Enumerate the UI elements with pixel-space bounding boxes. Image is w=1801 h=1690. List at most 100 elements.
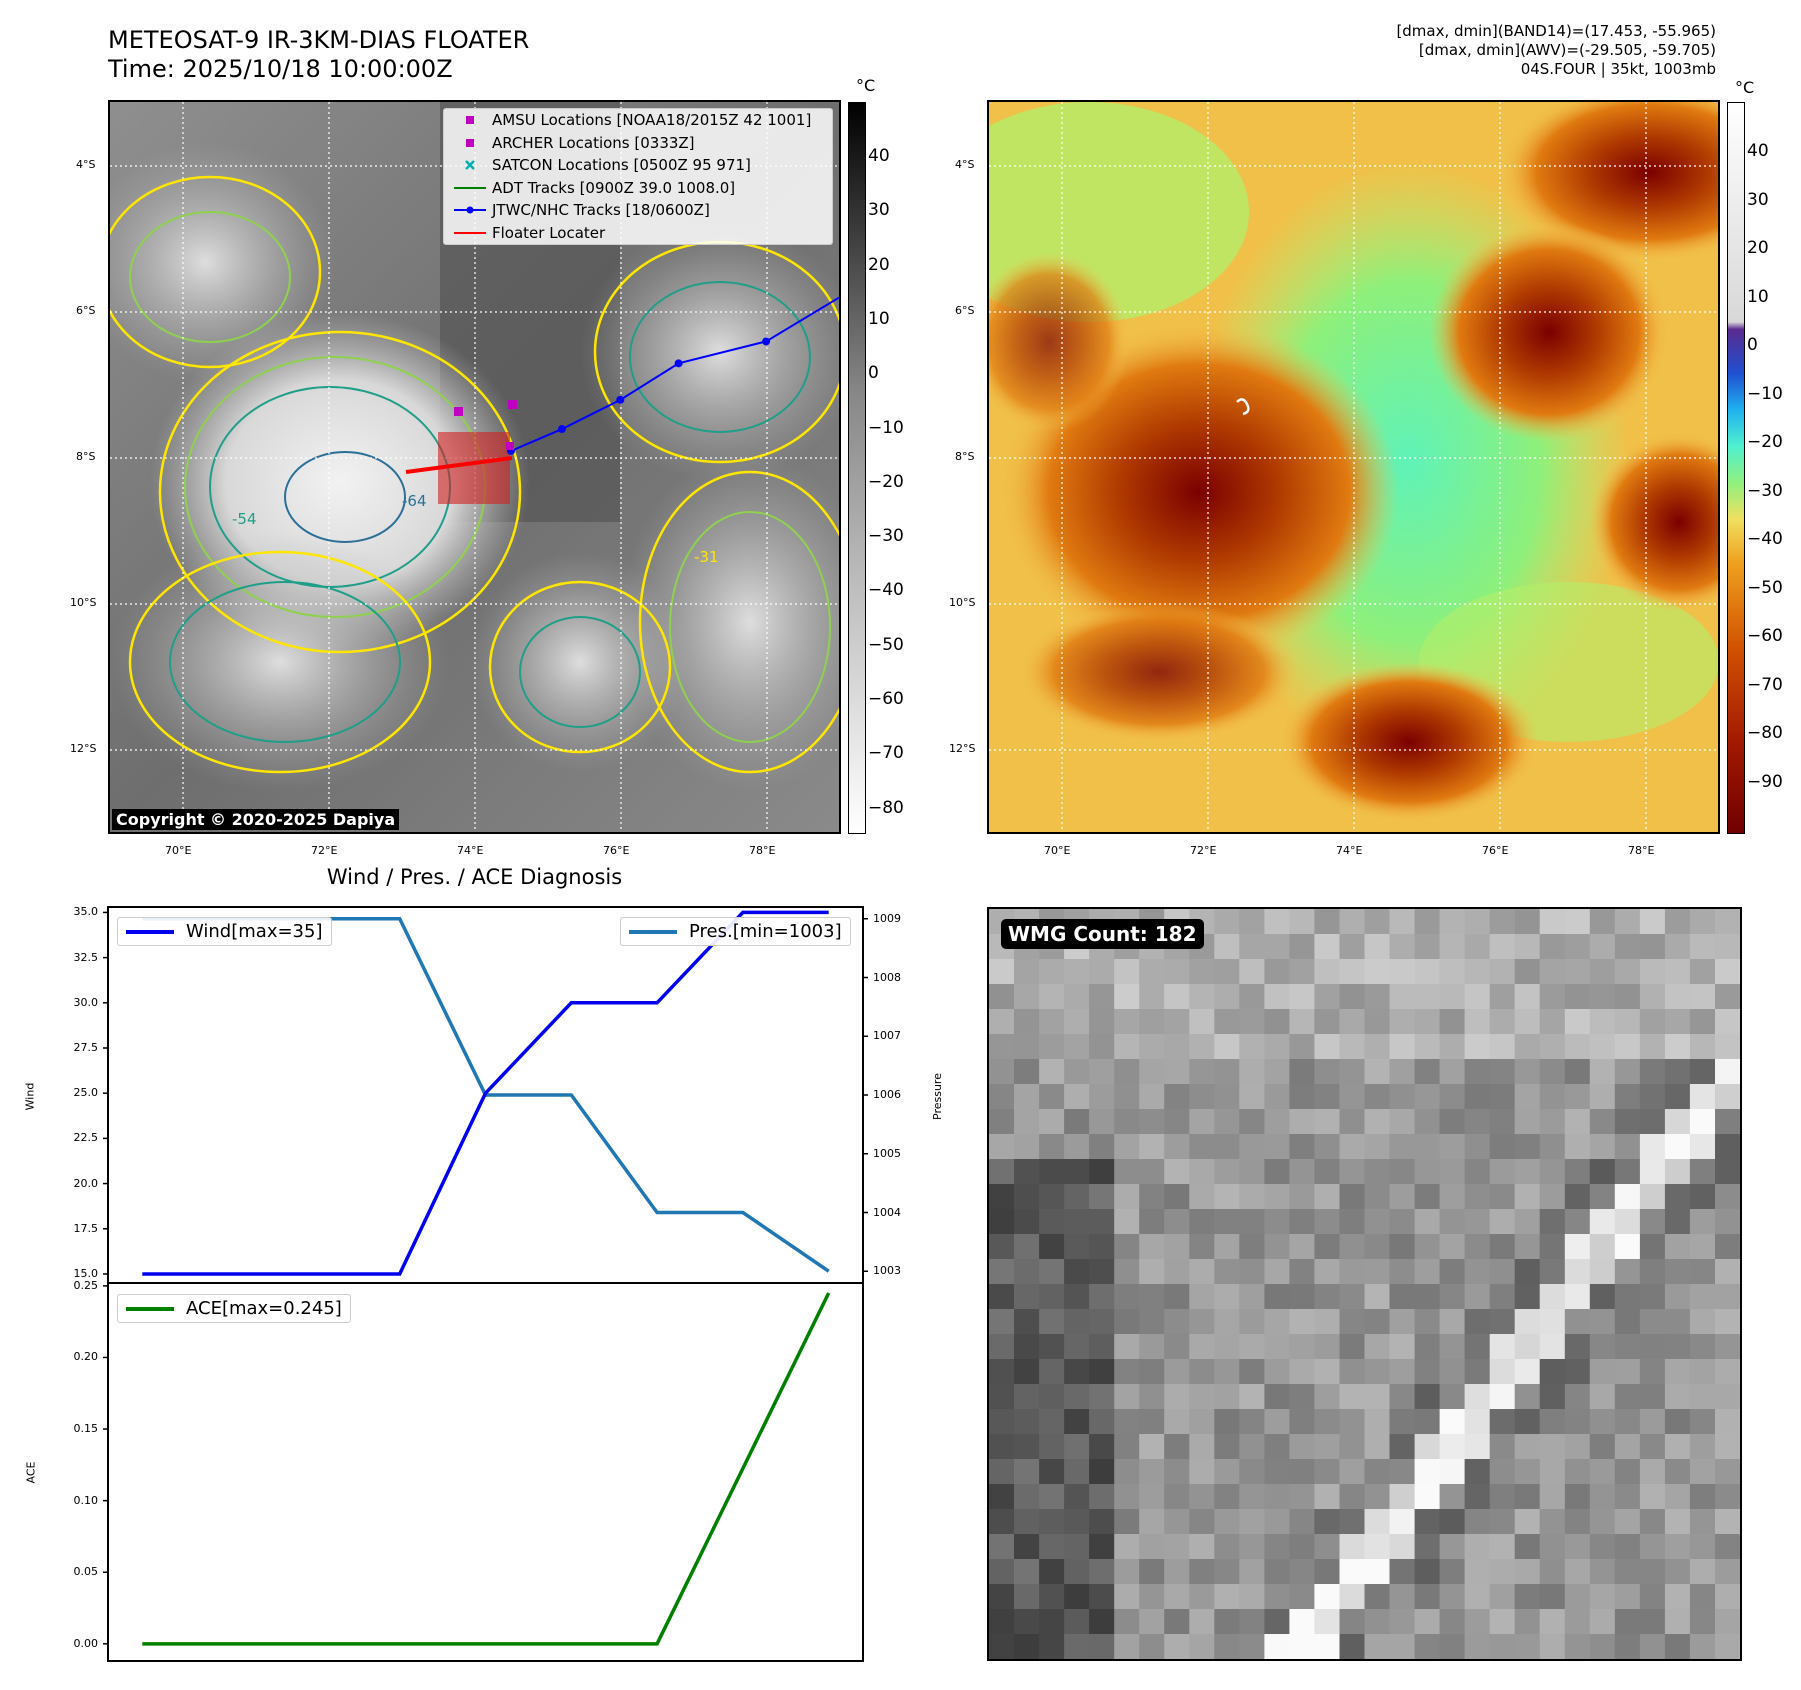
wmg-cell bbox=[1089, 959, 1115, 985]
wmg-cell bbox=[1464, 1384, 1491, 1410]
wmg-cell bbox=[1039, 1484, 1065, 1510]
wmg-cell bbox=[1489, 1309, 1516, 1335]
wmg-cell bbox=[1614, 1234, 1641, 1260]
wmg-cell bbox=[1139, 1434, 1165, 1460]
wmg-cell bbox=[1064, 1109, 1090, 1135]
wmg-cell bbox=[1414, 1484, 1441, 1510]
wmg-cell bbox=[1664, 1184, 1691, 1210]
wmg-cell bbox=[1314, 1059, 1340, 1085]
wmg-cell bbox=[1114, 1034, 1140, 1060]
wmg-cell bbox=[1214, 1284, 1240, 1310]
wmg-cell bbox=[989, 1184, 1015, 1210]
wmg-cell bbox=[1464, 1234, 1491, 1260]
pres-tick-label: 1009 bbox=[873, 911, 901, 925]
wmg-cell bbox=[1339, 1634, 1365, 1659]
wmg-cell bbox=[1189, 1634, 1215, 1659]
wmg-cell bbox=[1139, 1359, 1165, 1385]
wmg-cell bbox=[1639, 1034, 1666, 1060]
wmg-cell bbox=[1639, 1459, 1666, 1485]
wmg-cell bbox=[1139, 1509, 1165, 1535]
wmg-cell bbox=[1539, 984, 1566, 1010]
wmg-cell bbox=[1389, 1334, 1415, 1360]
wmg-cell bbox=[1189, 984, 1215, 1010]
wmg-cell bbox=[1715, 1034, 1740, 1060]
wmg-cell bbox=[1089, 1434, 1115, 1460]
wmg-cell bbox=[1364, 1209, 1390, 1235]
wmg-cell bbox=[1064, 1459, 1090, 1485]
wmg-cell bbox=[1564, 1134, 1591, 1160]
wmg-cell bbox=[1614, 1559, 1641, 1585]
wmg-cell bbox=[1664, 934, 1691, 960]
wmg-cell bbox=[989, 1384, 1015, 1410]
wmg-cell bbox=[1614, 1359, 1641, 1385]
wmg-cell bbox=[1614, 1284, 1641, 1310]
wmg-cell bbox=[1614, 909, 1641, 935]
wmg-cell bbox=[1364, 1409, 1390, 1435]
wmg-cell bbox=[1014, 1559, 1040, 1585]
wmg-cell bbox=[1464, 1434, 1491, 1460]
wmg-cell bbox=[1464, 1084, 1491, 1110]
wmg-cell bbox=[1539, 1384, 1566, 1410]
wmg-cell bbox=[1715, 1509, 1740, 1535]
wmg-cell bbox=[1689, 1359, 1716, 1385]
wmg-cell bbox=[1414, 1609, 1441, 1635]
wmg-cell bbox=[1189, 1384, 1215, 1410]
wmg-cell bbox=[1189, 1484, 1215, 1510]
wmg-cell bbox=[1289, 1159, 1315, 1185]
wmg-cell bbox=[1064, 1509, 1090, 1535]
wmg-cell bbox=[1214, 1009, 1240, 1035]
wmg-image bbox=[989, 909, 1740, 1659]
wmg-cell bbox=[1564, 1059, 1591, 1085]
wmg-cell bbox=[1214, 1334, 1240, 1360]
wmg-cell bbox=[1114, 1559, 1140, 1585]
wmg-cell bbox=[1164, 1334, 1190, 1360]
wmg-cell bbox=[1715, 1059, 1740, 1085]
wind-tick-label: 32.5 bbox=[73, 950, 99, 964]
wmg-cell bbox=[1314, 1309, 1340, 1335]
ir-colorbar-tick: −80 bbox=[868, 797, 904, 818]
wmg-cell bbox=[1339, 1334, 1365, 1360]
wmg-cell bbox=[1039, 1584, 1065, 1610]
wmg-cell bbox=[1564, 1434, 1591, 1460]
wmg-cell bbox=[989, 959, 1015, 985]
wmg-cell bbox=[1064, 1084, 1090, 1110]
awv-colorbar-unit: °C bbox=[1735, 78, 1755, 97]
wmg-cell bbox=[1314, 1634, 1340, 1659]
wmg-cell bbox=[1464, 1034, 1491, 1060]
wmg-cell bbox=[1364, 1309, 1390, 1335]
wmg-cell bbox=[1589, 934, 1616, 960]
wmg-cell bbox=[1164, 959, 1190, 985]
wmg-cell bbox=[1489, 1534, 1516, 1560]
wmg-cell bbox=[1039, 1309, 1065, 1335]
wmg-cell bbox=[1339, 1084, 1365, 1110]
wmg-cell bbox=[1364, 1284, 1390, 1310]
wmg-cell bbox=[1664, 1584, 1691, 1610]
wmg-cell bbox=[1439, 909, 1466, 935]
wmg-cell bbox=[1389, 1459, 1415, 1485]
wmg-cell bbox=[1214, 1584, 1240, 1610]
wmg-cell bbox=[1514, 1309, 1541, 1335]
wmg-cell bbox=[1339, 984, 1365, 1010]
wmg-cell bbox=[1064, 1609, 1090, 1635]
ir-colorbar-tick: −40 bbox=[868, 580, 904, 601]
wmg-cell bbox=[1289, 1209, 1315, 1235]
wmg-cell bbox=[1089, 1284, 1115, 1310]
wmg-cell bbox=[1464, 1334, 1491, 1360]
pres-tick-label: 1008 bbox=[873, 970, 901, 984]
wmg-cell bbox=[1715, 1009, 1740, 1035]
wmg-cell bbox=[1314, 1484, 1340, 1510]
wmg-cell bbox=[1439, 1059, 1466, 1085]
ace-tick-label: 0.05 bbox=[73, 1565, 99, 1579]
wmg-cell bbox=[1364, 1459, 1390, 1485]
wmg-cell bbox=[1639, 1009, 1666, 1035]
wmg-cell bbox=[1464, 1559, 1491, 1585]
wmg-cell bbox=[1264, 1184, 1290, 1210]
wmg-cell bbox=[1289, 1059, 1315, 1085]
wmg-cell bbox=[1715, 959, 1740, 985]
wmg-cell bbox=[1039, 1159, 1065, 1185]
wmg-cell bbox=[1364, 984, 1390, 1010]
awv-colorbar-tick: −90 bbox=[1747, 771, 1783, 792]
wmg-cell bbox=[1364, 1034, 1390, 1060]
wmg-cell bbox=[1114, 1509, 1140, 1535]
wmg-cell bbox=[1514, 1434, 1541, 1460]
